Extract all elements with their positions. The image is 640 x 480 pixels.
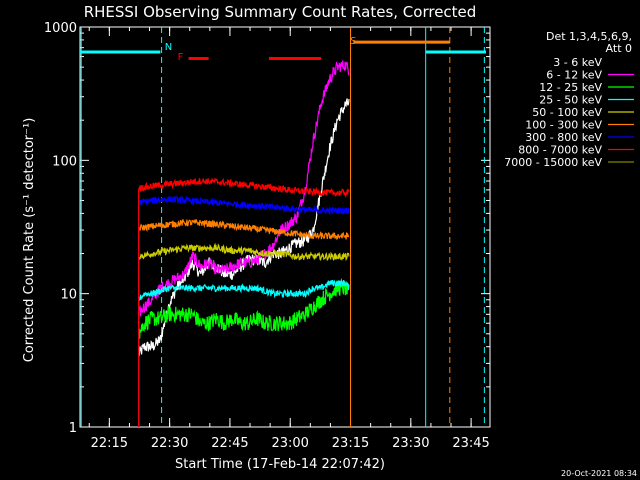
y-tick-label: 1000 [44, 21, 77, 36]
series-line-300-800keV [138, 195, 350, 427]
x-axis-label: Start Time (17-Feb-14 22:07:42) [175, 457, 385, 472]
series-line-800-7000keV [138, 177, 350, 427]
legend-entry: 50 - 100 keV [532, 106, 602, 119]
chart-title: RHESSI Observing Summary Count Rates, Co… [84, 3, 477, 21]
x-tick-label: 22:45 [211, 436, 248, 451]
series-line-12-25keV [138, 280, 350, 427]
series-line-100-300keV [138, 218, 350, 427]
x-tick-label: 23:15 [332, 436, 369, 451]
legend-entry: 100 - 300 keV [525, 119, 602, 132]
legend-entry: 25 - 50 keV [539, 94, 602, 107]
legend-entry: 12 - 25 keV [539, 81, 602, 94]
legend-entry: 800 - 7000 keV [518, 144, 602, 157]
annotation-S: S [350, 36, 356, 47]
legend-entry: 6 - 12 keV [546, 69, 602, 82]
x-tick-label: 23:30 [392, 436, 429, 451]
annotation-N: N [165, 42, 172, 53]
x-tick-label: 22:30 [151, 436, 188, 451]
y-tick-label: 10 [60, 288, 77, 303]
legend-header: Att 0 [606, 42, 632, 55]
x-tick-label: 23:45 [452, 436, 489, 451]
series-line-50-100keV [138, 242, 350, 427]
plot-area: 1 10 100 1000 22:15 22:30 22:45 23:00 23:15 23:30… [44, 21, 491, 451]
y-tick-label: 1 [69, 421, 77, 436]
x-tick-label: 23:00 [271, 436, 308, 451]
annotation-F: F [178, 52, 184, 63]
plot-frame [79, 26, 491, 428]
legend-entry: 7000 - 15000 keV [504, 156, 602, 169]
legend-header: Det 1,3,4,5,6,9, [546, 30, 632, 43]
legend-entry: 300 - 800 keV [525, 131, 602, 144]
y-tick-label: 100 [52, 154, 77, 169]
series-line-25-50keV [138, 277, 350, 427]
series-line-3-6keV [138, 98, 350, 427]
x-tick-label: 22:15 [91, 436, 128, 451]
timestamp: 20-Oct-2021 08:34 [561, 469, 637, 478]
legend-entry: 3 - 6 keV [553, 56, 602, 69]
y-axis-label: Corrected Count Rate (s⁻¹ detector⁻¹) [22, 118, 37, 363]
series-line-6-12keV [138, 60, 350, 427]
